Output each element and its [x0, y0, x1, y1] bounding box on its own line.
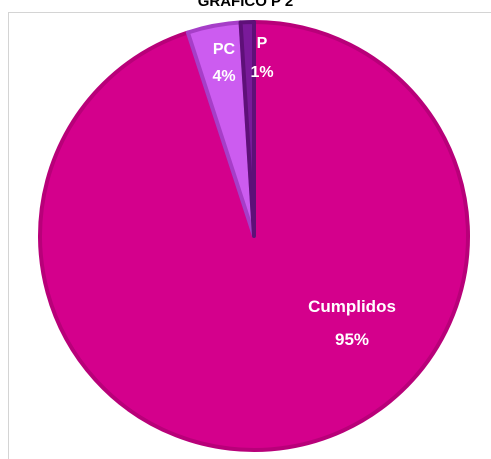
pie-slice-p	[238, 20, 256, 238]
slice-name-label: Cumplidos	[308, 297, 396, 316]
slice-name-label: P	[257, 35, 268, 52]
slice-name-label: PC	[213, 41, 236, 58]
slice-percent-label: 1%	[250, 64, 273, 81]
slice-percent-label: 4%	[212, 68, 235, 85]
chart-title: GRÁFICO P 2	[197, 0, 294, 10]
chart-area	[8, 12, 491, 459]
slice-percent-label: 95%	[335, 330, 369, 349]
